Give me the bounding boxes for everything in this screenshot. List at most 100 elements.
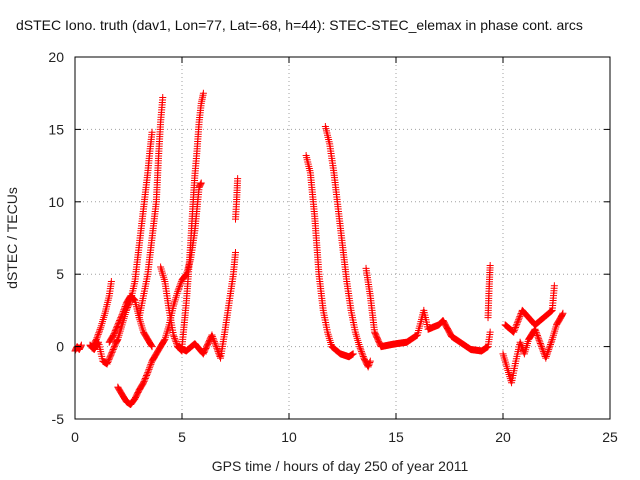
data-point [143, 370, 151, 378]
data-point [112, 325, 120, 333]
data-point [114, 321, 122, 329]
data-point [539, 346, 547, 354]
x-tick-label: 0 [71, 429, 79, 445]
data-point [516, 311, 524, 319]
data-point [107, 350, 115, 358]
y-tick-label: 20 [48, 49, 64, 65]
x-axis-label: GPS time / hours of day 250 of year 2011 [212, 458, 469, 474]
data-point [366, 359, 374, 367]
x-tick-label: 20 [495, 429, 511, 445]
data-point [542, 352, 550, 360]
data-point [548, 307, 556, 315]
data-point [148, 343, 156, 351]
data-point [94, 332, 102, 340]
data-point [109, 347, 117, 355]
tick-labels: 0 5 10 15 20 25 -5 0 5 10 15 20 [48, 49, 618, 445]
data-point [536, 339, 544, 347]
data-point [513, 319, 521, 327]
y-tick-label: 0 [56, 339, 64, 355]
data-point [548, 337, 556, 345]
data-point [234, 175, 242, 183]
data-point [538, 344, 546, 352]
x-tick-label: 15 [388, 429, 404, 445]
data-point [517, 340, 525, 348]
data-point [211, 339, 219, 347]
data-point [96, 325, 104, 333]
data-point [146, 362, 154, 370]
data-point [359, 353, 367, 361]
y-tick-label: 15 [48, 121, 64, 137]
data-point [147, 360, 155, 368]
chart-title: dSTEC Iono. truth (dav1, Lon=77, Lat=-68… [16, 17, 583, 33]
data-point [545, 344, 553, 352]
data-point [159, 94, 167, 102]
y-axis-label: dSTEC / TECUs [4, 187, 20, 289]
data-point [103, 360, 111, 368]
data-point [106, 354, 114, 362]
data-point [544, 347, 552, 355]
data-point [174, 288, 182, 296]
data-point [113, 322, 121, 330]
data-point [358, 349, 366, 357]
data-point [365, 361, 373, 369]
data-point [357, 348, 365, 356]
data-point [160, 336, 168, 344]
data-point [536, 338, 544, 346]
data-point [486, 262, 494, 270]
data-point [197, 179, 205, 187]
data-point [175, 284, 183, 292]
data-point [121, 302, 129, 310]
data-point [212, 343, 220, 351]
data-point [119, 309, 127, 317]
data-point [172, 338, 180, 346]
data-point [356, 343, 364, 351]
data-point [146, 364, 154, 372]
data-point [558, 310, 566, 318]
data-point [199, 89, 207, 97]
data-point [208, 331, 216, 339]
x-tick-label: 10 [281, 429, 297, 445]
data-point [177, 279, 185, 287]
data-point [534, 333, 542, 341]
data-point [116, 317, 124, 325]
data-point [513, 320, 521, 328]
data-point [515, 314, 523, 322]
data-point [516, 313, 524, 321]
data-point [516, 338, 524, 346]
data-point [216, 353, 224, 361]
data-point [535, 335, 543, 343]
data-point [545, 346, 553, 354]
data-point [210, 338, 218, 346]
data-point [210, 336, 218, 344]
data-point [538, 343, 546, 351]
data-point [550, 282, 558, 290]
data-point [104, 359, 112, 367]
data-point [92, 337, 100, 345]
data-point [213, 346, 221, 354]
data-point [169, 331, 177, 339]
data-point [111, 328, 119, 336]
data-point [170, 333, 178, 341]
data-point [232, 248, 239, 256]
data-point [546, 342, 554, 350]
data-point [174, 286, 182, 294]
data-point [118, 311, 126, 319]
data-point [117, 314, 125, 322]
data-point [113, 336, 121, 344]
data-point [95, 329, 103, 337]
data-point [349, 350, 357, 358]
data-point [542, 354, 550, 362]
data-point [148, 128, 156, 136]
data-point [93, 334, 101, 342]
data-point [142, 373, 150, 381]
data-point [120, 306, 128, 314]
data-points [71, 89, 567, 409]
x-tick-label: 25 [602, 429, 618, 445]
data-point [511, 325, 519, 333]
data-point [547, 307, 555, 315]
data-point [106, 353, 114, 361]
data-point [143, 372, 151, 380]
y-tick-label: -5 [52, 411, 65, 427]
data-point [532, 328, 540, 336]
